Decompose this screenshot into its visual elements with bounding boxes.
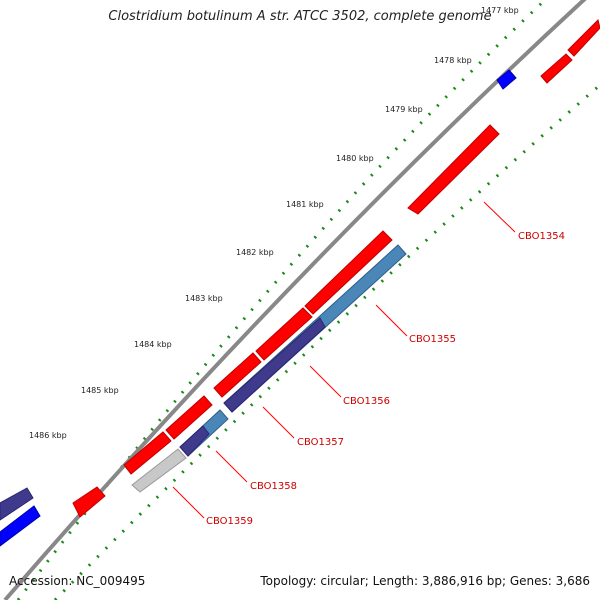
gene-arrow (72, 486, 106, 518)
tick-label: 1478 kbp (434, 56, 472, 65)
tick-label: 1485 kbp (81, 386, 119, 395)
tick-label: 1481 kbp (286, 200, 324, 209)
leader-line (172, 486, 205, 519)
gene-arrow (165, 395, 213, 440)
backbone-circle (3, 0, 587, 600)
gene-arrow (540, 53, 573, 84)
leader-line (309, 365, 342, 398)
forward-strand-genes (72, 19, 600, 518)
gene-label: CBO1357 (297, 437, 344, 448)
gene-label: CBO1354 (518, 231, 565, 242)
gene-arrow (123, 431, 172, 475)
reverse-strand-genes (0, 69, 517, 547)
leader-line (262, 406, 295, 439)
gene-arrow (407, 124, 500, 215)
gene-label: CBO1355 (409, 334, 456, 345)
tick-label: 1482 kbp (236, 248, 274, 257)
genome-summary-text: Topology: circular; Length: 3,886,916 bp… (260, 574, 590, 588)
leader-line (215, 450, 248, 483)
gene-arrow (496, 69, 517, 90)
leader-line (375, 304, 408, 337)
gene-arrow (223, 317, 326, 413)
accession-text: Accession: NC_009495 (9, 574, 146, 588)
feature-genes (131, 244, 407, 493)
gene-arrow (213, 352, 262, 398)
gene-arrow (255, 307, 313, 361)
gene-arrow (179, 425, 210, 457)
gene-label: CBO1358 (250, 481, 297, 492)
gene-arrow (0, 487, 34, 521)
gene-label: CBO1356 (343, 396, 390, 407)
gene-label: CBO1359 (206, 516, 253, 527)
label-leader-lines (172, 201, 516, 519)
tick-label: 1486 kbp (29, 431, 67, 440)
tick-label: 1479 kbp (385, 105, 423, 114)
gene-arrow (567, 19, 600, 57)
gene-arrow (0, 505, 41, 547)
map-title: Clostridium botulinum A str. ATCC 3502, … (108, 9, 492, 24)
outer-tick-track (16, 0, 547, 600)
leader-line (483, 201, 516, 233)
tick-label: 1483 kbp (185, 294, 223, 303)
tick-label: 1477 kbp (481, 6, 519, 15)
gene-arrow (131, 448, 187, 493)
tick-label: 1484 kbp (134, 340, 172, 349)
gene-arrow (304, 230, 393, 315)
tick-label: 1480 kbp (336, 154, 374, 163)
